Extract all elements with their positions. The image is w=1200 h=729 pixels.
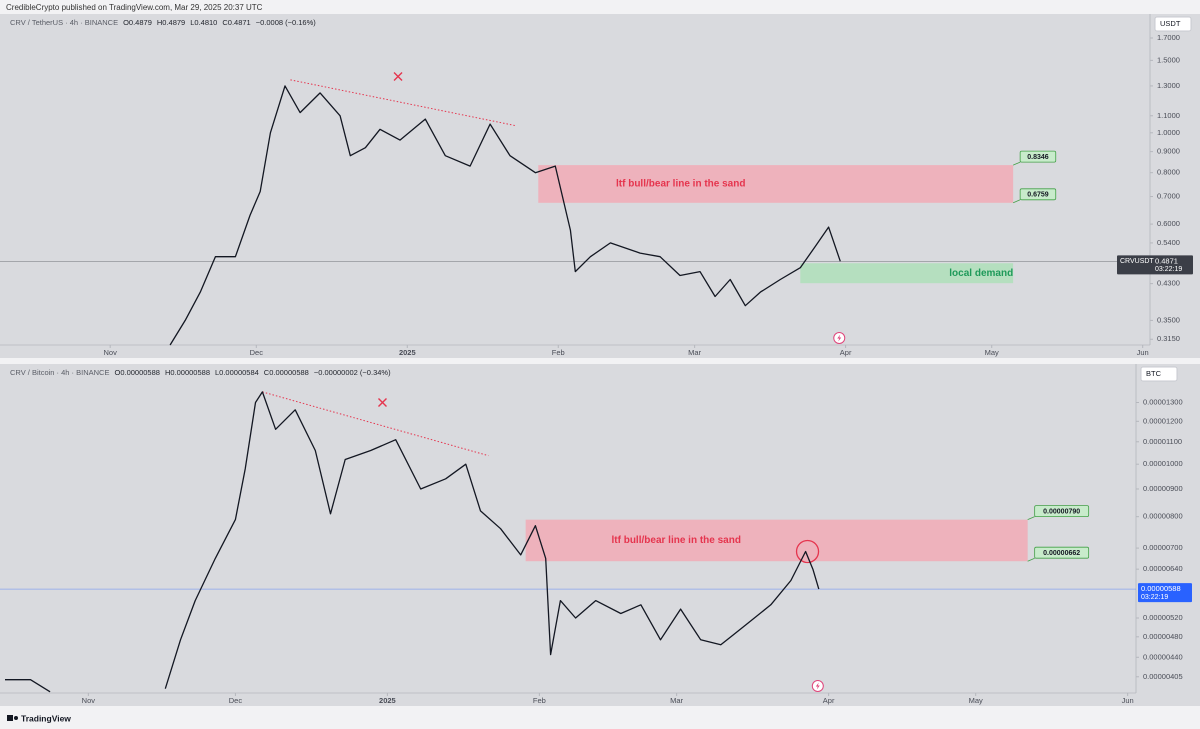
y-tick-label: 0.00000405 (1143, 672, 1183, 681)
legend-item: CRV / TetherUS · 4h · BINANCE (10, 18, 118, 27)
y-tick-label: 0.5400 (1157, 238, 1180, 247)
last-price-box (1117, 255, 1193, 275)
unit: BTC (1146, 369, 1162, 378)
x-tick-label: Dec (250, 348, 264, 357)
legend-item: C0.4871 (222, 18, 250, 27)
x-tick-label: 2025 (399, 348, 416, 357)
x-tick-label: Apr (840, 348, 852, 357)
last-price-timer: 03:22:19 (1155, 266, 1182, 273)
legend: CRV / TetherUS · 4h · BINANCE O0.4879 H0.4… (10, 18, 316, 27)
last-price-box (1138, 583, 1192, 603)
legend-item: −0.0008 (−0.16%) (256, 18, 317, 27)
footer: TradingView (21, 713, 71, 723)
trend-line (262, 391, 489, 457)
y-tick-label: 0.00001200 (1143, 416, 1183, 425)
legend-item: CRV / Bitcoin · 4h · BINANCE (10, 368, 109, 377)
header: CredibleCrypto published on TradingView.… (6, 3, 263, 12)
zone-label-connector (1027, 557, 1035, 562)
x-tick-label: Mar (688, 348, 701, 357)
zone-label-box (1034, 546, 1090, 559)
last-price-value: 0.00000588 (1141, 584, 1181, 593)
x-tick-label: Dec (229, 696, 243, 705)
zone-label: 0.8346 (1027, 154, 1049, 161)
legend-item: H0.00000588 (165, 368, 210, 377)
y-tick-label: 0.00000700 (1143, 543, 1183, 552)
zone-label-box (1019, 188, 1057, 201)
legend-item: O0.00000588 (114, 368, 159, 377)
legend: CRV / Bitcoin · 4h · BINANCE O0.00000588 H… (10, 368, 391, 377)
x-tick-label: Feb (552, 348, 565, 357)
chart-panel: CRV / Bitcoin · 4h · BINANCE O0.00000588 H… (0, 364, 1200, 706)
x-tick-label: Apr (823, 696, 835, 705)
x-tick-label: May (969, 696, 983, 705)
y-tick-label: 0.3150 (1157, 334, 1180, 343)
zone-label: 0.00000662 (1043, 550, 1080, 557)
y-tick-label: 0.00000800 (1143, 512, 1183, 521)
x-tick-label: Jun (1137, 348, 1149, 357)
last-price-timer: 03:22:19 (1141, 594, 1168, 601)
y-tick-label: 0.00000640 (1143, 564, 1183, 573)
x-tick-label: Nov (104, 348, 118, 357)
footer-logo (7, 715, 18, 721)
price-line (5, 391, 820, 693)
y-tick-label: 0.00000440 (1143, 652, 1183, 661)
y-tick-label: 0.6000 (1157, 219, 1180, 228)
y-tick-label: 0.4300 (1157, 279, 1180, 288)
zone-text: local demand (949, 268, 1013, 279)
legend-item: −0.00000002 (−0.34%) (314, 368, 391, 377)
event-icon-bolt (815, 682, 820, 690)
y-tick-label: 0.00000480 (1143, 632, 1183, 641)
x-tick-label: Nov (82, 696, 96, 705)
zone-label: 0.00000790 (1043, 508, 1080, 515)
cross-marker (393, 72, 403, 82)
x-tick-label: Feb (533, 696, 546, 705)
y-tick-label: 0.00000900 (1143, 484, 1183, 493)
y-tick-label: 0.9000 (1157, 147, 1180, 156)
zone-label-box (1034, 505, 1090, 518)
unit-box (1154, 16, 1192, 32)
x-tick-label: May (985, 348, 999, 357)
cross-marker (377, 398, 387, 407)
y-tick-label: 1.7000 (1157, 33, 1180, 42)
zone-label-box (1019, 150, 1057, 163)
y-tick-label: 0.8000 (1157, 168, 1180, 177)
legend-item: L0.00000584 (215, 368, 259, 377)
legend-item: O0.4879 (123, 18, 152, 27)
x-tick-label: Jun (1122, 696, 1134, 705)
price-line (169, 85, 841, 346)
circle-marker (795, 539, 820, 564)
legend-item: L0.4810 (190, 18, 217, 27)
zone-text: ltf bull/bear line in the sand (612, 535, 741, 546)
zone-label-connector (1012, 199, 1021, 204)
y-tick-label: 0.00001300 (1143, 397, 1183, 406)
x-tick-label: 2025 (379, 696, 396, 705)
y-tick-label: 0.00001100 (1143, 437, 1182, 446)
y-tick-label: 0.7000 (1157, 192, 1180, 201)
zone (538, 165, 1014, 203)
last-price-value: 0.4871 (1155, 256, 1178, 265)
zone-label-connector (1027, 516, 1035, 521)
y-tick-label: 0.3500 (1157, 315, 1180, 324)
unit: USDT (1160, 19, 1181, 28)
y-tick-label: 1.3000 (1157, 81, 1180, 90)
legend-item: H0.4879 (157, 18, 185, 27)
zone-text: ltf bull/bear line in the sand (616, 179, 745, 190)
y-tick-label: 1.5000 (1157, 55, 1180, 64)
y-tick-label: 1.1000 (1157, 111, 1180, 120)
y-tick-label: 0.00001000 (1143, 459, 1183, 468)
zone-label-connector (1012, 161, 1021, 166)
last-price-symbol: CRVUSDT (1120, 258, 1154, 265)
zone (525, 519, 1028, 562)
chart-panel: CRV / TetherUS · 4h · BINANCE O0.4879 H0.4… (0, 14, 1200, 358)
legend-item: C0.00000588 (264, 368, 309, 377)
y-tick-label: 0.00000520 (1143, 613, 1183, 622)
zone-label: 0.6759 (1027, 191, 1049, 198)
y-tick-label: 1.0000 (1157, 128, 1180, 137)
event-icon-bolt (837, 334, 842, 342)
zone (800, 263, 1014, 284)
x-tick-label: Mar (670, 696, 683, 705)
unit-box (1140, 366, 1178, 382)
